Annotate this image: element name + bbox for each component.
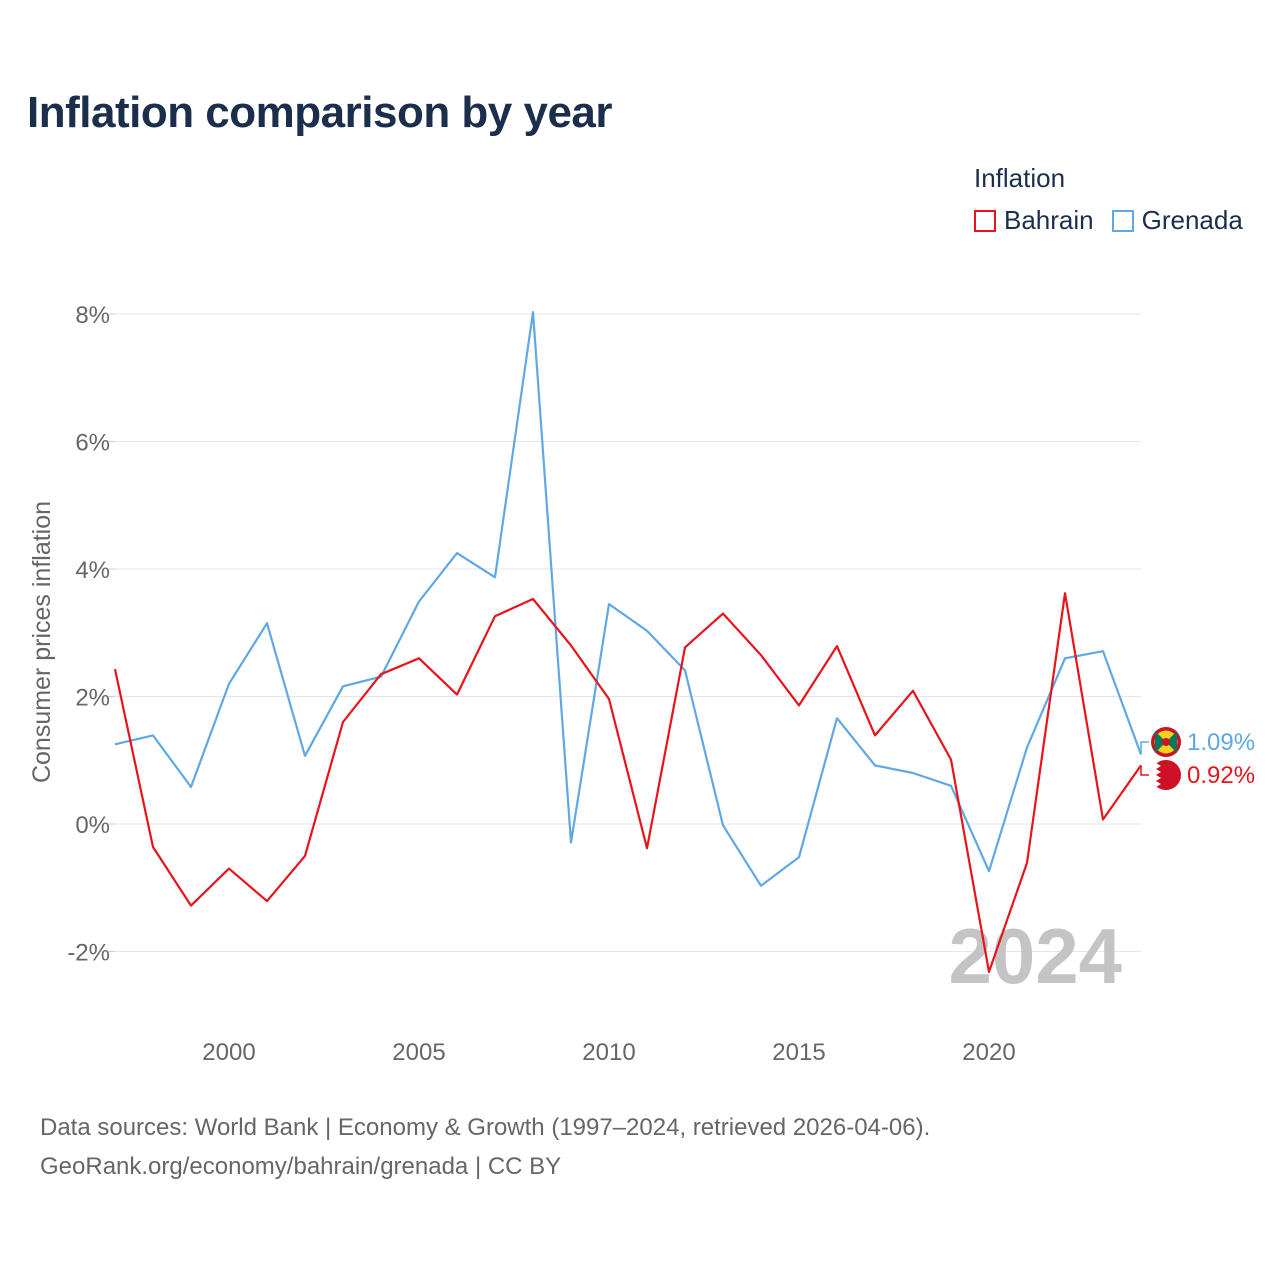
- legend-item-grenada[interactable]: Grenada: [1111, 205, 1243, 236]
- grenada-flag-icon: [1151, 727, 1181, 757]
- chart-title: Inflation comparison by year: [27, 88, 613, 137]
- legend-title: Inflation: [974, 163, 1066, 193]
- y-tick-label: -2%: [67, 940, 110, 967]
- y-tick-label: 0%: [75, 812, 110, 839]
- x-tick-label: 2000: [202, 1039, 255, 1066]
- series-line-grenada[interactable]: [114, 311, 1143, 887]
- x-tick-label: 2020: [962, 1039, 1015, 1066]
- legend: Bahrain Grenada: [974, 205, 1261, 236]
- legend-label-grenada: Grenada: [1141, 205, 1243, 235]
- x-tick-label: 2010: [582, 1039, 635, 1066]
- source-note: Data sources: World Bank | Economy & Gro…: [40, 1108, 930, 1186]
- x-tick-label: 2005: [392, 1039, 445, 1066]
- bahrain-flag-icon: [1151, 760, 1181, 790]
- end-connector-bahrain: [1140, 765, 1149, 776]
- y-tick-label: 8%: [75, 302, 110, 329]
- series-line-bahrain[interactable]: [113, 592, 1142, 974]
- legend-item-bahrain[interactable]: Bahrain: [974, 205, 1094, 236]
- source-line-1: Data sources: World Bank | Economy & Gro…: [40, 1114, 931, 1141]
- end-connector-grenada: [1140, 741, 1149, 755]
- end-label-bahrain: 0.92%: [1187, 762, 1255, 789]
- end-label-grenada: 1.09%: [1187, 729, 1255, 756]
- x-tick-label: 2015: [772, 1039, 825, 1066]
- legend-label-bahrain: Bahrain: [1004, 205, 1094, 235]
- source-line-2[interactable]: GeoRank.org/economy/bahrain/grenada | CC…: [40, 1153, 562, 1180]
- y-tick-label: 4%: [75, 557, 110, 584]
- y-axis-label: Consumer prices inflation: [28, 501, 56, 783]
- y-tick-label: 2%: [75, 685, 110, 712]
- y-tick-label: 6%: [75, 430, 110, 457]
- year-watermark: 2024: [948, 912, 1122, 1000]
- legend-swatch-bahrain: [974, 209, 996, 232]
- legend-swatch-grenada: [1111, 209, 1134, 232]
